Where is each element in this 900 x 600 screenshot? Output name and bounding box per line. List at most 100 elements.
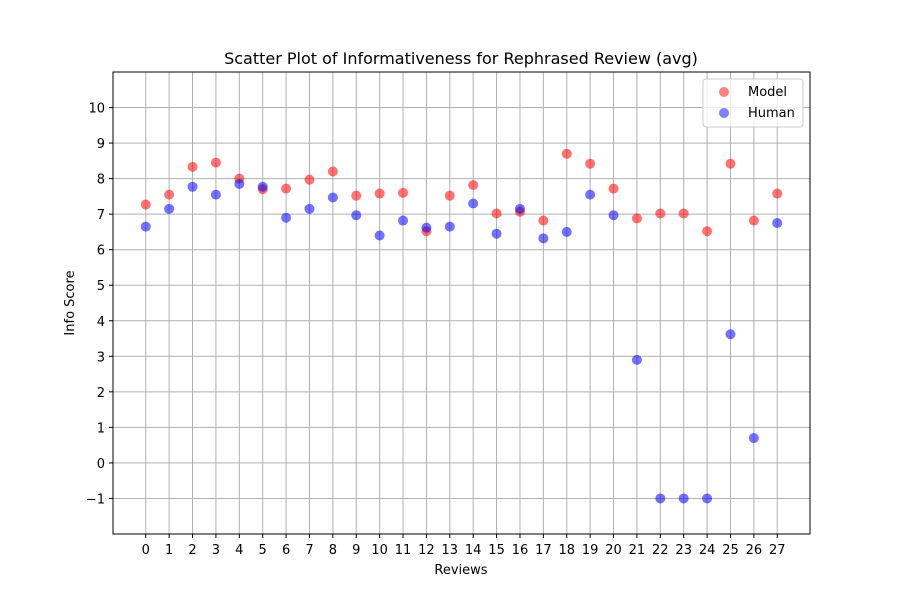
y-tick-label: −1: [86, 492, 105, 507]
point-human: [585, 189, 596, 200]
x-tick-label: 27: [769, 543, 786, 558]
point-human: [748, 433, 759, 444]
x-tick-label: 9: [352, 543, 360, 558]
x-tick-label: 20: [605, 543, 622, 558]
point-model: [725, 158, 736, 169]
point-model: [538, 215, 549, 226]
point-model: [327, 166, 338, 177]
point-model: [748, 215, 759, 226]
x-tick-label: 14: [465, 543, 482, 558]
point-human: [631, 354, 642, 365]
x-tick-label: 2: [188, 543, 196, 558]
x-tick-label: 10: [371, 543, 388, 558]
point-human: [374, 230, 385, 241]
legend-marker-human: [719, 108, 729, 118]
y-tick-label: 5: [97, 279, 105, 294]
x-tick-label: 18: [558, 543, 575, 558]
x-tick-label: 3: [212, 543, 220, 558]
y-tick-label: 8: [97, 173, 105, 188]
point-model: [398, 187, 409, 198]
y-tick-label: 3: [97, 350, 105, 365]
point-human: [234, 178, 245, 189]
point-model: [631, 213, 642, 224]
point-human: [398, 215, 409, 226]
x-tick-label: 0: [142, 543, 150, 558]
legend-label-human: Human: [748, 106, 795, 121]
point-model: [351, 190, 362, 201]
y-axis-label: Info Score: [63, 270, 78, 335]
y-tick-label: 2: [97, 386, 105, 401]
point-human: [561, 226, 572, 237]
point-model: [702, 226, 713, 237]
point-model: [468, 180, 479, 191]
legend: Model Human: [702, 78, 804, 128]
point-model: [210, 157, 221, 168]
data-points: [140, 148, 783, 504]
point-human: [514, 203, 525, 214]
legend-label-model: Model: [748, 85, 787, 100]
point-human: [257, 181, 268, 192]
x-tick-label: 25: [722, 543, 739, 558]
chart-title: Scatter Plot of Informativeness for Reph…: [224, 49, 698, 68]
x-axis-ticks: 0 1 2 3 4 5 6 7 8 9 10 11 12 13 14 15 16 17 18 19 20 21 22 23 24…: [142, 534, 786, 558]
x-tick-label: 17: [535, 543, 552, 558]
point-human: [655, 493, 666, 504]
point-model: [772, 188, 783, 199]
x-tick-label: 21: [629, 543, 646, 558]
x-tick-label: 6: [282, 543, 290, 558]
point-model: [281, 183, 292, 194]
point-model: [491, 208, 502, 219]
y-tick-label: 4: [97, 315, 105, 330]
x-tick-label: 12: [418, 543, 435, 558]
point-human: [351, 210, 362, 221]
point-model: [608, 183, 619, 194]
point-human: [468, 198, 479, 209]
x-tick-label: 7: [305, 543, 313, 558]
point-human: [702, 493, 713, 504]
x-tick-label: 5: [259, 543, 267, 558]
x-tick-label: 19: [582, 543, 599, 558]
point-model: [374, 188, 385, 199]
x-tick-label: 22: [652, 543, 669, 558]
grid: [113, 72, 810, 534]
point-human: [281, 212, 292, 223]
point-human: [491, 228, 502, 239]
y-tick-label: 0: [97, 457, 105, 472]
y-tick-label: 7: [97, 208, 105, 223]
point-human: [140, 221, 151, 232]
y-tick-label: 10: [88, 102, 105, 117]
point-model: [585, 158, 596, 169]
x-tick-label: 1: [165, 543, 173, 558]
x-tick-label: 11: [395, 543, 412, 558]
point-model: [140, 199, 151, 210]
point-human: [187, 181, 198, 192]
y-tick-label: 9: [97, 137, 105, 152]
point-human: [678, 493, 689, 504]
y-axis-ticks: −1 0 1 2 3 4 5 6 7 8 9 10: [86, 102, 113, 507]
point-human: [538, 233, 549, 244]
x-tick-label: 8: [329, 543, 337, 558]
y-tick-label: 6: [97, 244, 105, 259]
point-model: [304, 174, 315, 185]
point-human: [304, 203, 315, 214]
point-human: [421, 222, 432, 233]
point-human: [164, 203, 175, 214]
point-human: [327, 192, 338, 203]
point-model: [655, 208, 666, 219]
x-tick-label: 23: [675, 543, 692, 558]
point-human: [608, 210, 619, 221]
y-tick-label: 1: [97, 421, 105, 436]
x-tick-label: 26: [746, 543, 763, 558]
point-model: [561, 148, 572, 159]
point-model: [187, 161, 198, 172]
legend-marker-model: [719, 87, 729, 97]
x-tick-label: 16: [512, 543, 529, 558]
x-axis-label: Reviews: [434, 563, 487, 578]
x-tick-label: 24: [699, 543, 716, 558]
point-human: [210, 189, 221, 200]
point-model: [164, 189, 175, 200]
point-human: [444, 221, 455, 232]
x-tick-label: 13: [442, 543, 459, 558]
point-human: [772, 218, 783, 229]
